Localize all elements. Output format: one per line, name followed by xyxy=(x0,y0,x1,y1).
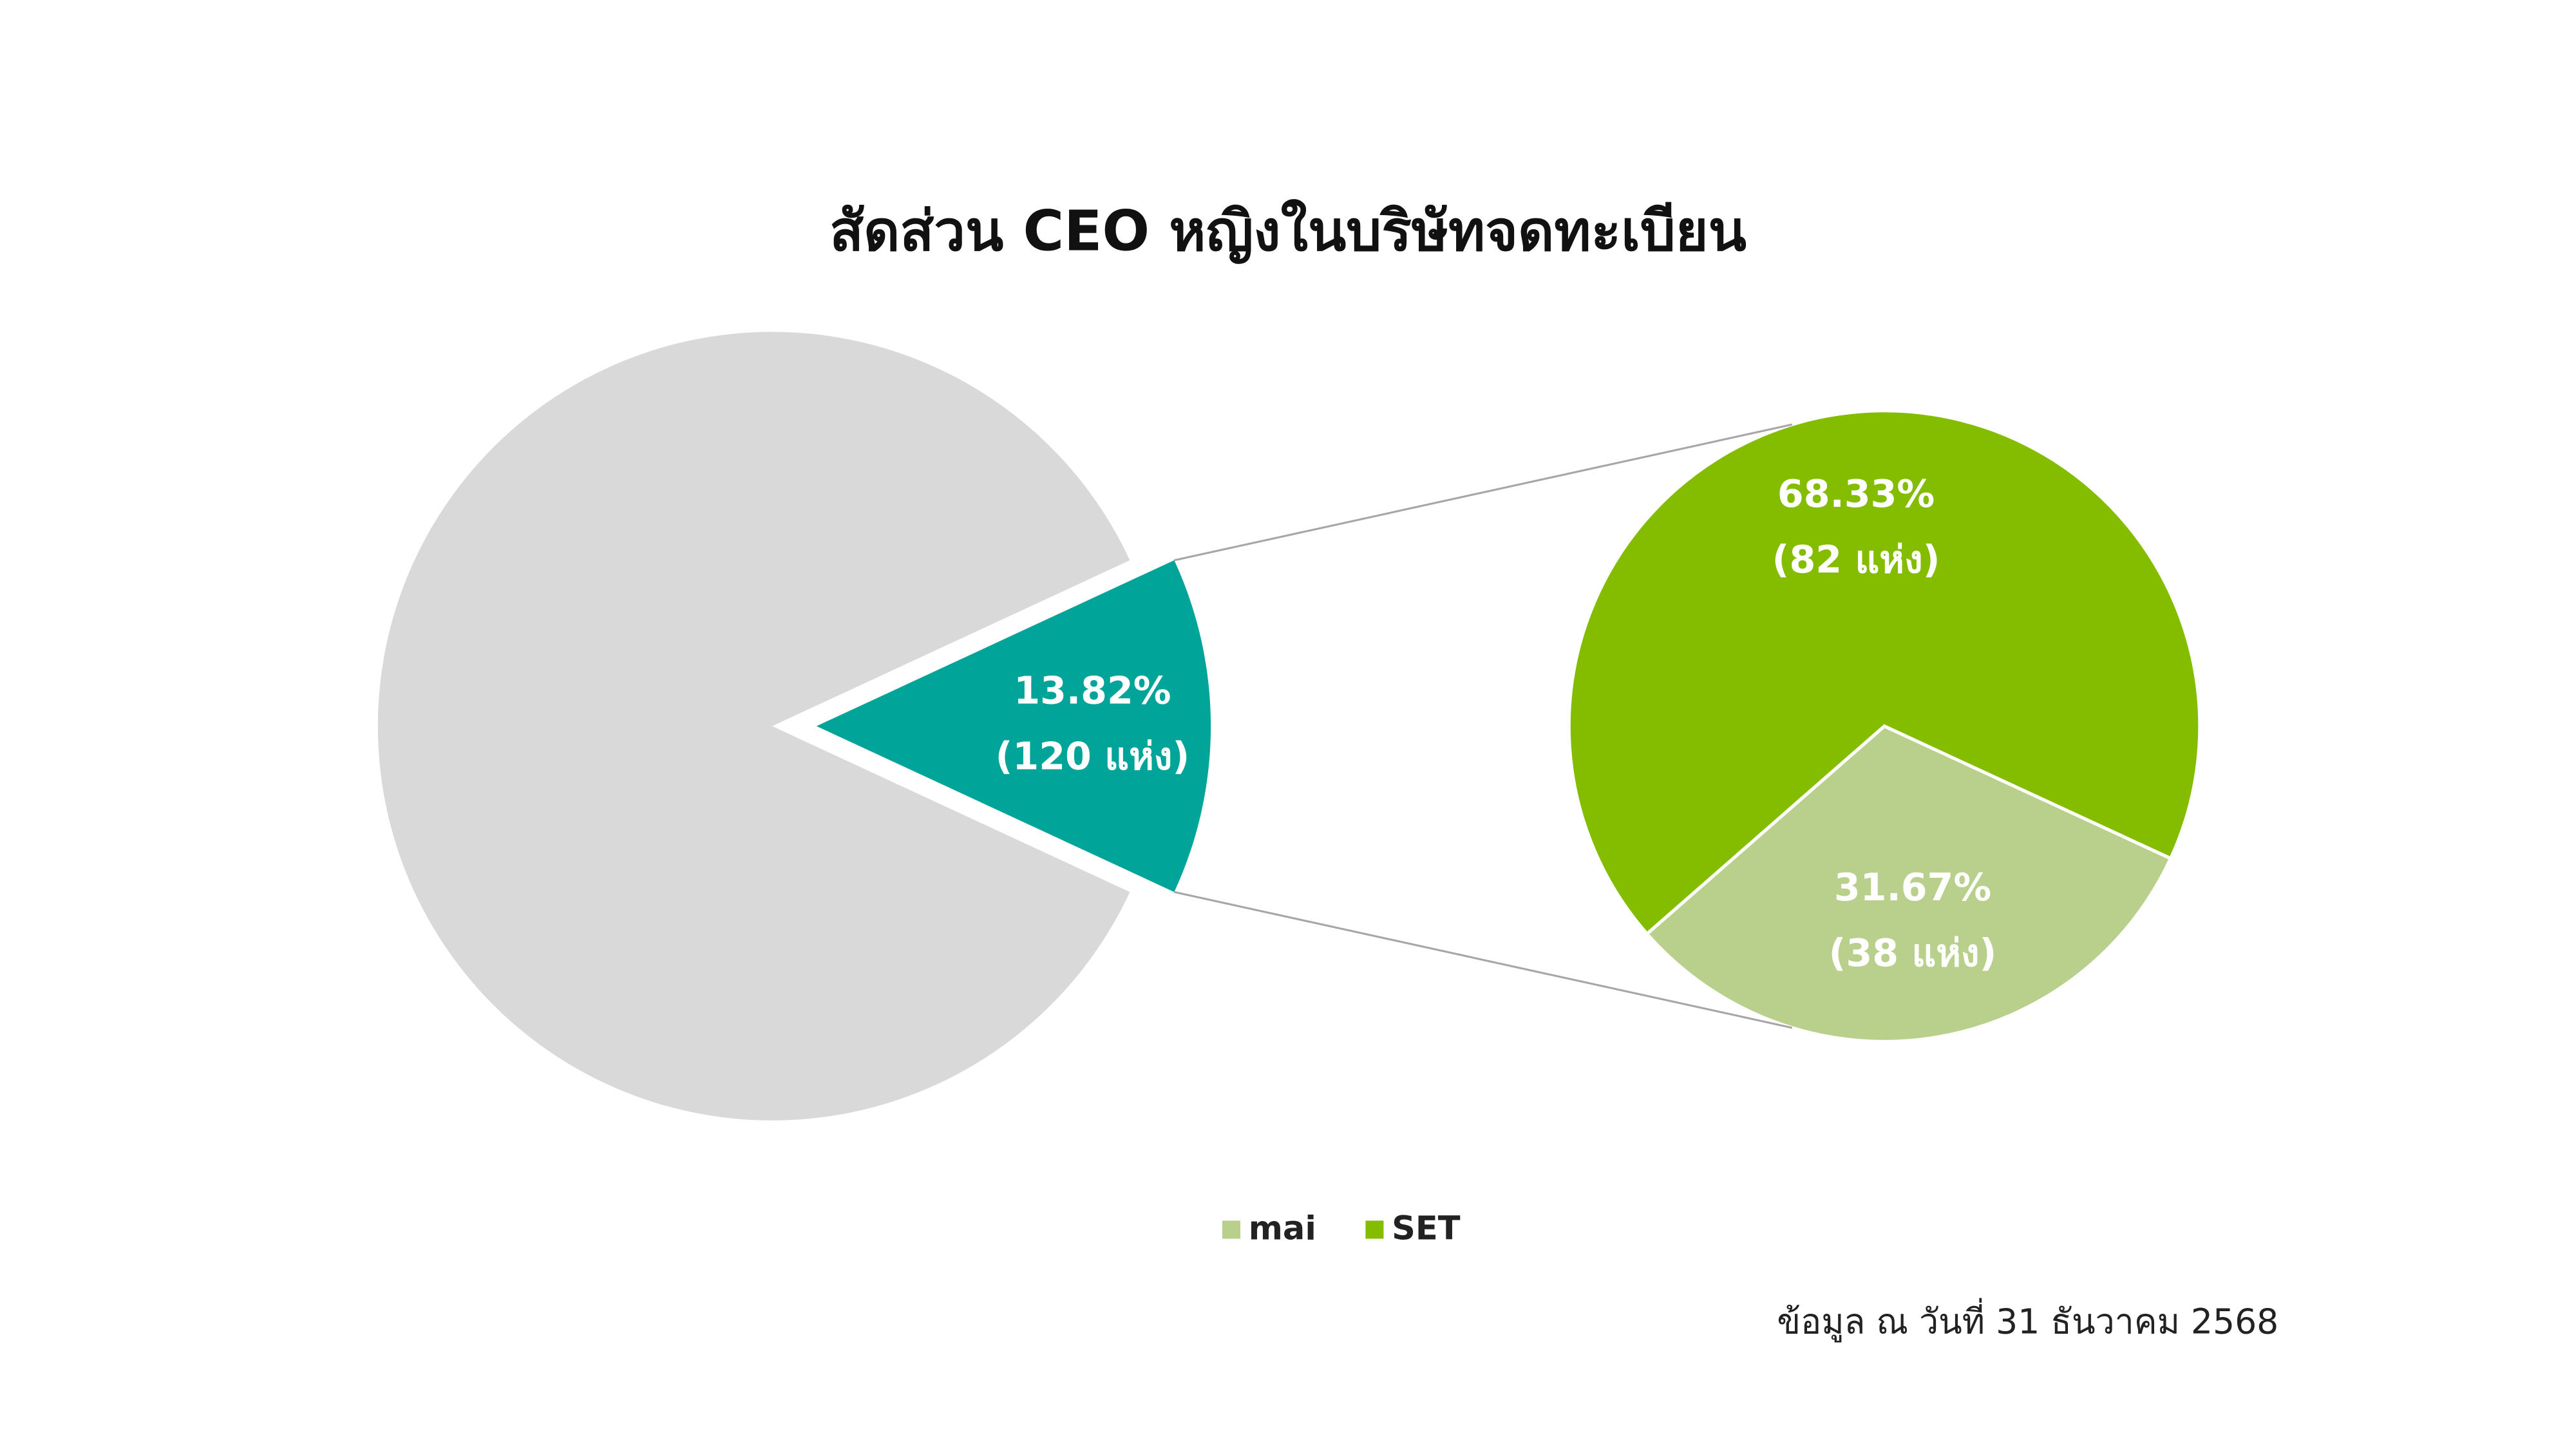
pie-slice xyxy=(816,560,1211,893)
count-label: (38 แห่ง) xyxy=(1829,931,1997,975)
legend-swatch xyxy=(1222,1220,1241,1239)
data-label: 13.82% xyxy=(1014,669,1171,713)
pie-slice xyxy=(1644,724,2174,1043)
pie-slice xyxy=(1567,409,2202,936)
connector-line xyxy=(1173,891,1793,1029)
legend-label: SET xyxy=(1392,1210,1461,1248)
pie-slice xyxy=(377,332,1130,1121)
legend-swatch xyxy=(1365,1220,1384,1239)
footnote: ข้อมูล ณ วันที่ 31 ธันวาคม 2568 xyxy=(1777,1298,2278,1343)
data-label: 31.67% xyxy=(1834,866,1991,909)
legend-label: mai xyxy=(1249,1210,1316,1248)
connector-line xyxy=(1173,423,1793,562)
count-label: (82 แห่ง) xyxy=(1772,538,1940,582)
count-label: (120 แห่ง) xyxy=(996,735,1190,779)
chart-title: สัดส่วน CEO หญิงในบริษัทจดทะเบียน xyxy=(829,199,1747,265)
data-label: 68.33% xyxy=(1777,472,1935,516)
